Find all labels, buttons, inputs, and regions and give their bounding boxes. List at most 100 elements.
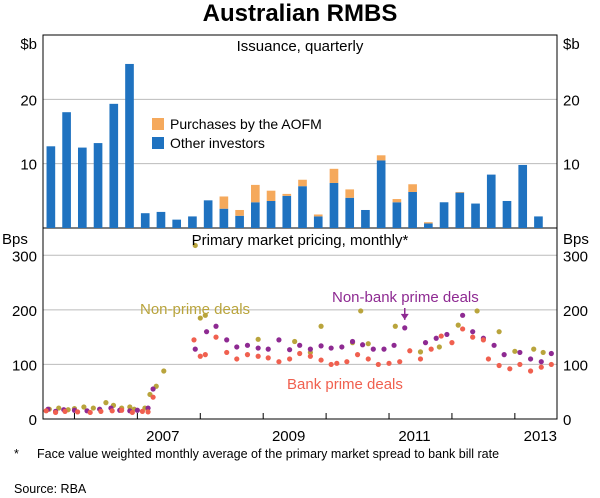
annotation-arrow-head bbox=[400, 313, 409, 320]
point-nonprime bbox=[365, 341, 371, 347]
point-bank bbox=[318, 357, 324, 363]
bar-other-2008-Q3 bbox=[235, 215, 244, 228]
bar-other-2008-Q4 bbox=[251, 202, 260, 228]
point-nonprime bbox=[455, 322, 461, 328]
point-nonbank bbox=[470, 329, 476, 335]
bottom-y-label-right: Bps bbox=[563, 231, 589, 248]
point-nonprime bbox=[192, 242, 198, 249]
point-nonbank bbox=[255, 345, 261, 351]
bar-aofm-2011-Q2 bbox=[408, 184, 417, 192]
point-bank bbox=[297, 350, 303, 357]
bar-other-2008-Q1 bbox=[203, 200, 213, 228]
bar-other-2009-Q1 bbox=[266, 200, 276, 228]
point-bank bbox=[460, 326, 466, 332]
point-bank bbox=[496, 362, 502, 369]
x-tick-label: 2007 bbox=[146, 428, 179, 445]
point-nonprime bbox=[161, 368, 167, 374]
bottom-y-tick-left: 200 bbox=[12, 303, 37, 320]
bar-aofm-2010-Q4 bbox=[376, 155, 386, 161]
point-bank bbox=[145, 409, 151, 415]
bar-aofm-2010-Q2 bbox=[345, 189, 355, 198]
footnote-text: Face value weighted monthly average of t… bbox=[37, 447, 500, 461]
bar-other-2010-Q4 bbox=[376, 160, 386, 228]
point-bank bbox=[397, 359, 403, 365]
bar-other-2009-Q2 bbox=[282, 195, 292, 228]
top-panel-title: Issuance, quarterly bbox=[237, 38, 364, 55]
legend-label-aofm: Purchases by the AOFM bbox=[170, 116, 322, 132]
point-bank bbox=[307, 353, 313, 359]
point-bank bbox=[386, 360, 392, 366]
point-nonprime bbox=[512, 348, 518, 354]
legend-swatch-other bbox=[152, 137, 164, 149]
point-nonbank bbox=[517, 349, 523, 356]
point-nonbank bbox=[328, 345, 334, 351]
bar-other-2009-Q3 bbox=[298, 186, 307, 228]
issuance-panel bbox=[46, 63, 543, 229]
point-bank bbox=[548, 361, 554, 368]
point-bank bbox=[407, 348, 413, 354]
point-nonprime bbox=[202, 312, 208, 318]
plot-border bbox=[42, 34, 558, 420]
point-bank bbox=[213, 334, 219, 340]
point-bank bbox=[52, 409, 59, 416]
point-bank bbox=[438, 333, 444, 339]
bar-aofm-2012-Q1 bbox=[455, 191, 465, 193]
bar-other-2010-Q3 bbox=[361, 209, 370, 228]
bottom-y-tick-right: 300 bbox=[563, 248, 588, 265]
bar-other-2010-Q1 bbox=[329, 182, 339, 228]
bar-other-2007-Q1 bbox=[140, 213, 150, 228]
bar-aofm-2011-Q1 bbox=[392, 199, 402, 203]
bar-other-2005-Q4 bbox=[62, 112, 71, 228]
point-bank bbox=[265, 355, 271, 361]
point-bank bbox=[43, 408, 49, 414]
point-nonprime bbox=[255, 336, 261, 342]
point-bank bbox=[485, 356, 492, 362]
point-bank bbox=[538, 364, 544, 370]
point-nonbank bbox=[349, 338, 356, 345]
bar-other-2009-Q4 bbox=[313, 216, 323, 228]
point-nonbank bbox=[150, 386, 156, 392]
point-nonbank bbox=[244, 342, 251, 348]
bar-other-2012-Q3 bbox=[486, 174, 496, 228]
point-nonbank bbox=[391, 342, 397, 348]
point-bank bbox=[354, 352, 361, 358]
point-bank bbox=[150, 394, 156, 400]
point-bank bbox=[417, 356, 424, 362]
point-bank bbox=[119, 407, 125, 413]
point-nonbank bbox=[234, 344, 240, 350]
point-bank bbox=[517, 361, 523, 368]
point-nonprime bbox=[392, 323, 398, 329]
bottom-panel-title: Primary market pricing, monthly* bbox=[192, 232, 409, 249]
bar-other-2006-Q4 bbox=[125, 63, 134, 229]
point-bank bbox=[375, 361, 381, 368]
point-bank bbox=[428, 346, 434, 352]
point-nonbank bbox=[287, 347, 293, 353]
point-bank bbox=[129, 409, 135, 416]
point-nonbank bbox=[203, 329, 210, 335]
annotation-nonprime: Non-prime deals bbox=[140, 301, 250, 318]
point-bank bbox=[449, 340, 455, 346]
point-bank bbox=[480, 337, 486, 343]
top-y-label-right: $b bbox=[563, 36, 580, 53]
point-nonprime bbox=[474, 308, 480, 314]
point-bank bbox=[365, 356, 371, 362]
top-y-tick-left: 20 bbox=[20, 92, 37, 109]
point-nonbank bbox=[370, 346, 376, 352]
bar-aofm-2008-Q4 bbox=[251, 184, 260, 203]
point-nonbank bbox=[297, 342, 303, 348]
point-nonbank bbox=[402, 325, 408, 331]
point-nonbank bbox=[213, 323, 219, 329]
point-bank bbox=[197, 353, 203, 359]
point-bank bbox=[328, 361, 334, 368]
bottom-y-tick-right: 0 bbox=[563, 412, 571, 429]
point-nonbank bbox=[359, 342, 366, 348]
point-nonbank bbox=[145, 405, 151, 411]
bar-other-2010-Q2 bbox=[345, 197, 355, 228]
bar-aofm-2010-Q1 bbox=[329, 168, 339, 183]
point-nonprime bbox=[56, 405, 62, 411]
footnote-marker: * bbox=[14, 447, 19, 461]
bar-other-2006-Q2 bbox=[93, 143, 103, 228]
point-nonprime bbox=[127, 404, 133, 410]
point-nonbank bbox=[491, 342, 497, 348]
bar-other-2011-Q3 bbox=[424, 223, 433, 228]
